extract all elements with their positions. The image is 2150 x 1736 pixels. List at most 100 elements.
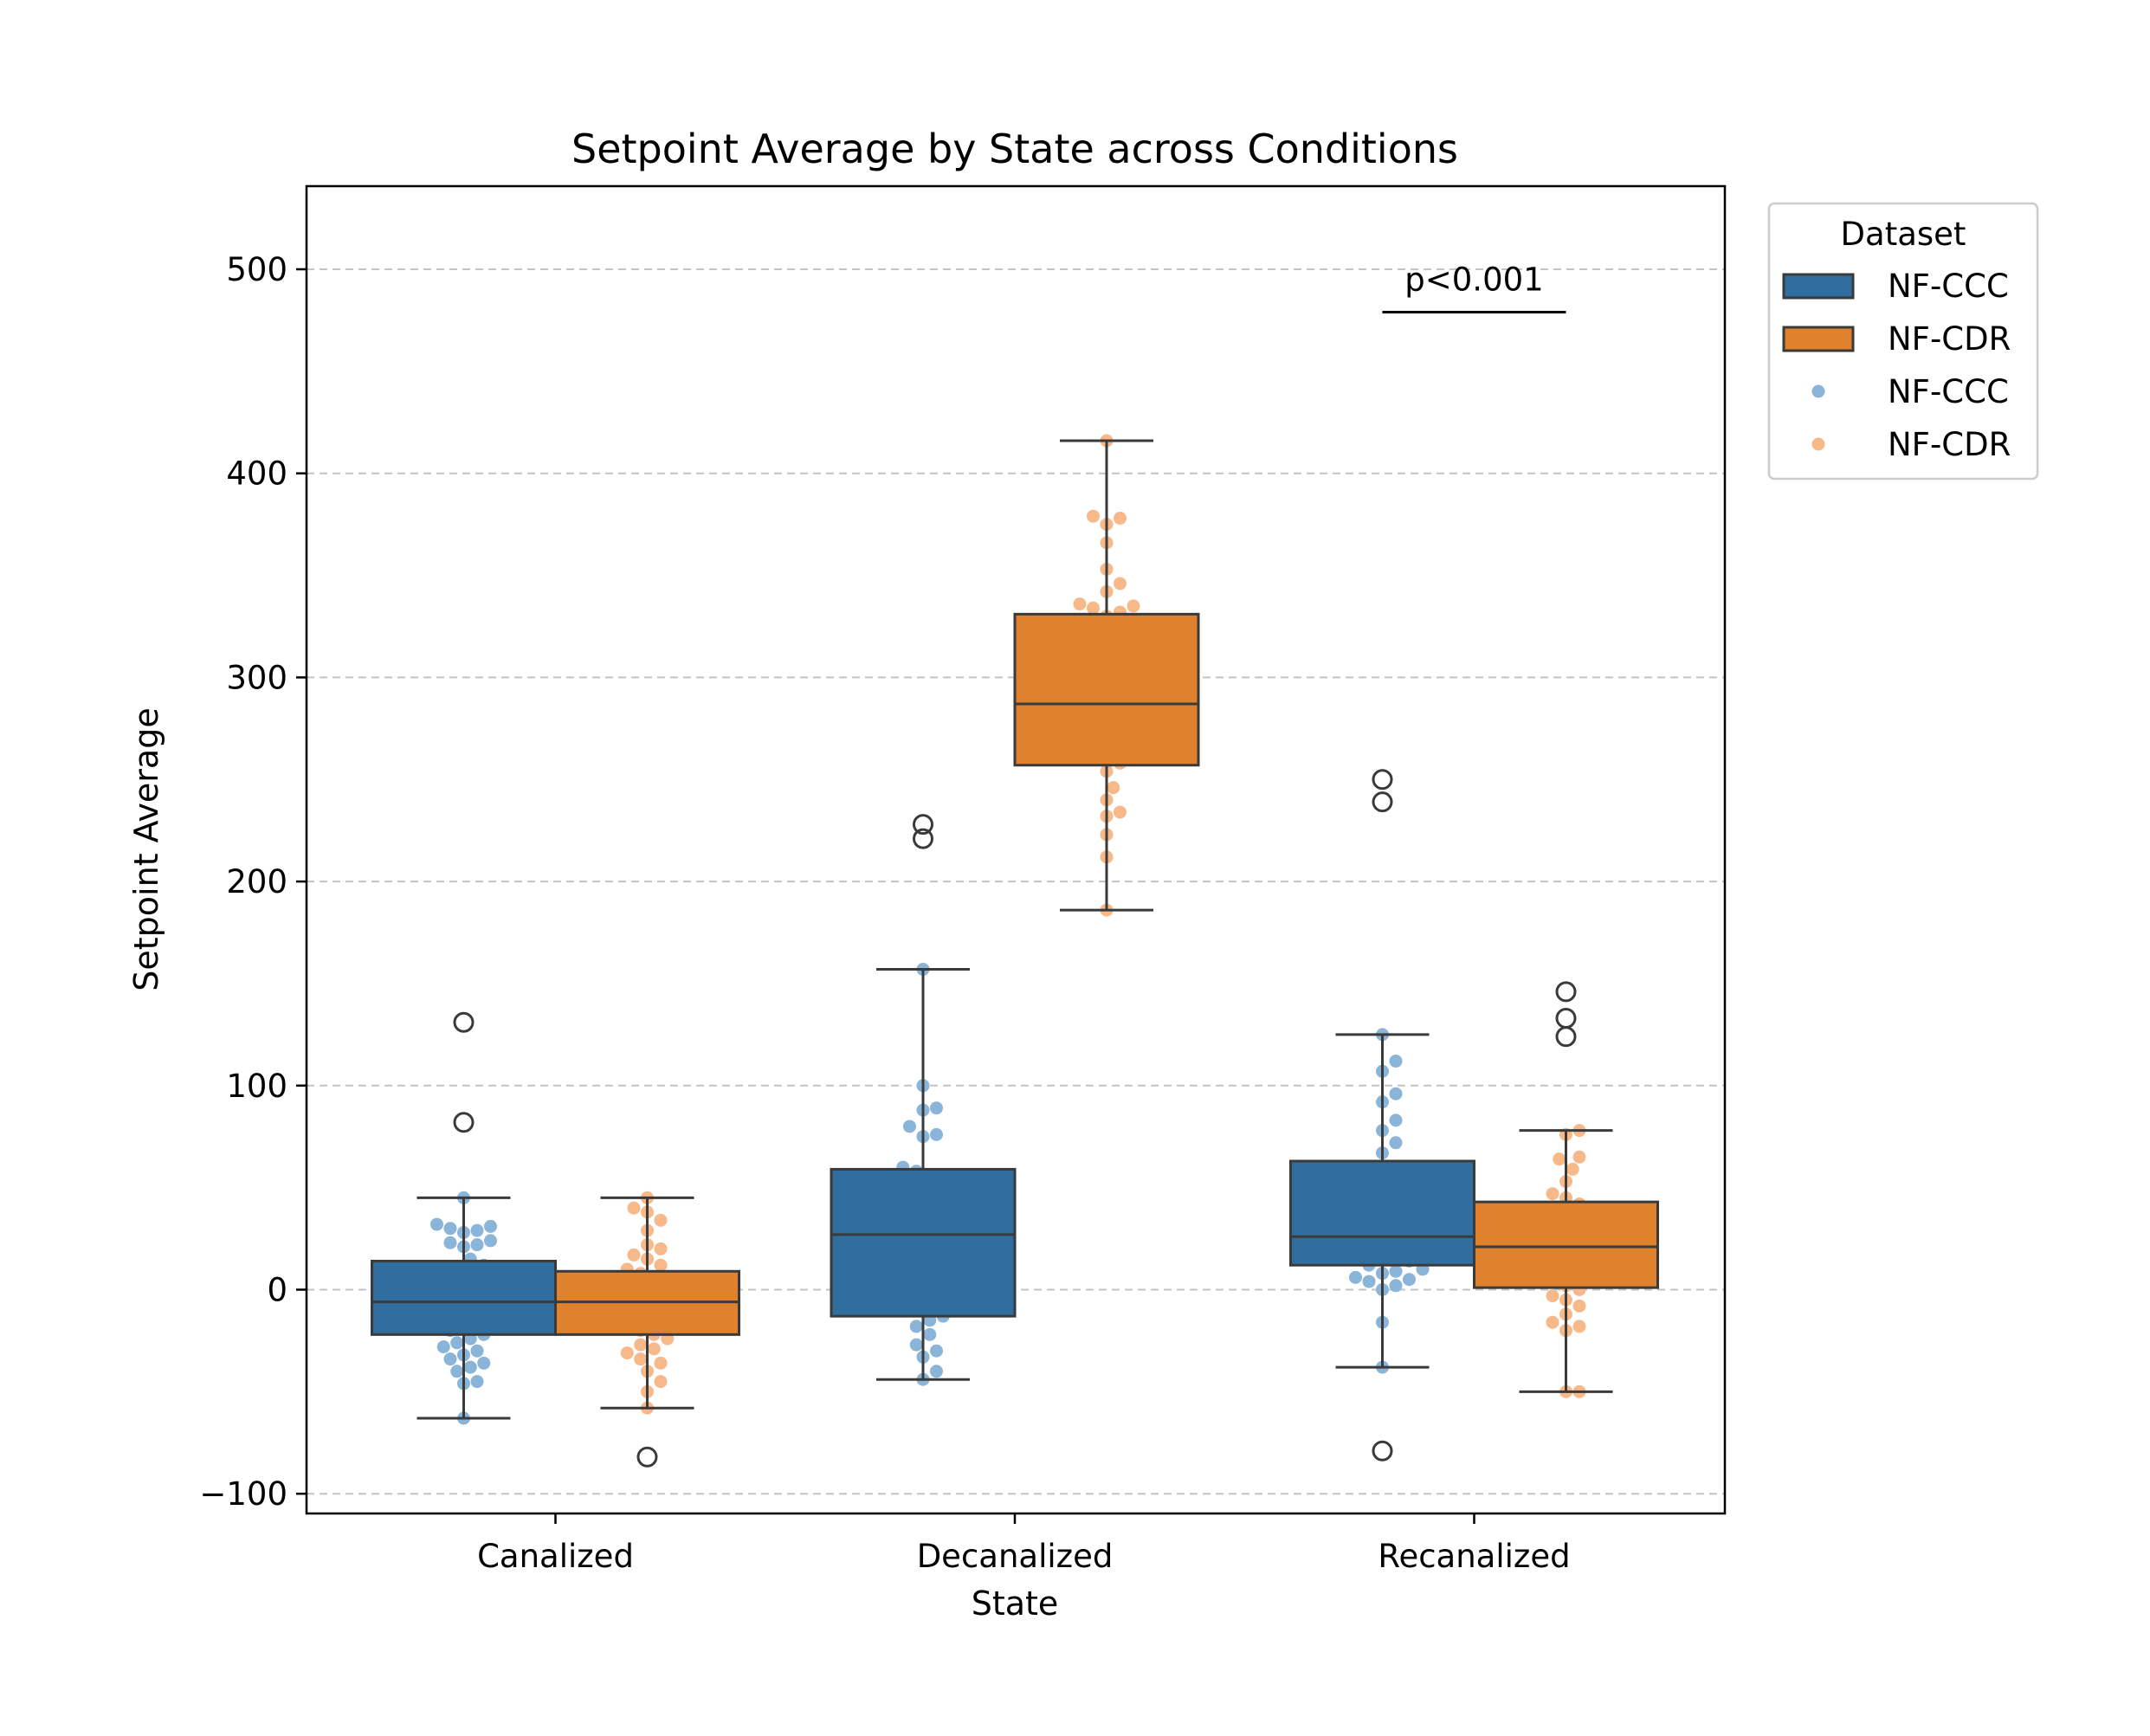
box	[1473, 1200, 1659, 1289]
x-tick-label: Decanalized	[917, 1538, 1114, 1575]
data-point	[654, 1258, 668, 1272]
data-point	[470, 1223, 484, 1237]
data-point	[654, 1375, 668, 1389]
data-point	[620, 1346, 634, 1360]
data-point	[450, 1336, 464, 1350]
data-point	[1087, 601, 1100, 615]
box	[371, 1260, 557, 1336]
data-point	[484, 1219, 497, 1233]
data-point	[1389, 1113, 1403, 1127]
x-tick-label: Canalized	[477, 1538, 634, 1575]
data-point	[1114, 577, 1127, 590]
data-point	[1114, 512, 1127, 526]
data-point	[443, 1236, 457, 1249]
legend-label: NF-CCC	[1888, 268, 2009, 305]
y-tick-label: 200	[226, 863, 287, 900]
data-point	[1389, 1136, 1403, 1150]
data-point	[1087, 509, 1100, 523]
data-point	[463, 1360, 477, 1374]
chart-title: Setpoint Average by State across Conditi…	[571, 126, 1458, 172]
outlier	[1372, 791, 1393, 813]
significance-annotation: p<0.001	[1382, 261, 1566, 313]
data-point	[1114, 805, 1127, 819]
y-tick-label: 300	[226, 659, 287, 696]
data-point	[1566, 1162, 1579, 1176]
data-point	[470, 1238, 484, 1252]
data-point	[477, 1356, 491, 1370]
data-point	[1362, 1275, 1376, 1288]
outlier	[1555, 981, 1577, 1003]
legend-label: NF-CDR	[1888, 320, 2011, 358]
outlier	[1372, 769, 1393, 791]
data-point	[647, 1342, 661, 1356]
data-point	[654, 1356, 668, 1370]
data-point	[443, 1352, 457, 1366]
legend-marker	[1811, 437, 1825, 451]
data-point	[1546, 1289, 1559, 1303]
outlier	[453, 1112, 475, 1133]
data-point	[1572, 1299, 1586, 1313]
y-tick-label: 100	[226, 1068, 287, 1105]
y-tick-label: 400	[226, 455, 287, 493]
x-axis-label: State	[972, 1584, 1059, 1623]
outlier	[1555, 1026, 1577, 1048]
data-point	[1073, 597, 1087, 611]
x-tick-label: Recanalized	[1378, 1538, 1570, 1575]
data-point	[430, 1217, 443, 1231]
data-point	[930, 1127, 943, 1141]
box	[1289, 1159, 1475, 1267]
x-axis: Canalized Decanalized Recanalized	[477, 1513, 1571, 1575]
outlier	[1555, 1008, 1577, 1029]
legend: Dataset NF-CCC NF-CDR NF-CCC NF-CDR	[1767, 202, 2039, 481]
data-point	[436, 1339, 450, 1353]
data-point	[1403, 1273, 1416, 1287]
data-point	[1546, 1315, 1559, 1329]
data-point	[634, 1338, 648, 1352]
data-point	[909, 1320, 923, 1333]
data-point	[1127, 599, 1140, 613]
data-point	[470, 1375, 484, 1389]
legend-marker	[1811, 384, 1825, 398]
y-tick-label: 0	[267, 1272, 287, 1309]
box	[830, 1167, 1017, 1318]
box	[1013, 612, 1200, 767]
data-point	[450, 1365, 464, 1378]
outlier	[453, 1011, 475, 1033]
data-point	[627, 1201, 641, 1215]
y-axis-label: Setpoint Average	[127, 707, 165, 991]
data-point	[1572, 1320, 1586, 1333]
data-point	[1389, 1055, 1403, 1068]
data-point	[1389, 1264, 1403, 1278]
data-point	[903, 1120, 916, 1133]
y-tick-label: 500	[226, 251, 287, 288]
legend-label: NF-CCC	[1888, 373, 2009, 410]
data-point	[654, 1213, 668, 1227]
y-tick-label: −100	[199, 1475, 287, 1513]
data-point	[470, 1344, 484, 1358]
data-point	[909, 1338, 923, 1352]
outlier	[636, 1446, 658, 1468]
data-point	[1389, 1279, 1403, 1293]
box-plots	[371, 439, 1659, 1468]
legend-swatch	[1782, 273, 1855, 300]
data-point	[930, 1101, 943, 1115]
data-point	[930, 1344, 943, 1358]
data-point	[1349, 1270, 1362, 1284]
data-point	[1389, 1087, 1403, 1100]
legend-title: Dataset	[1841, 216, 1966, 253]
data-point	[627, 1248, 641, 1262]
legend-label: NF-CDR	[1888, 426, 2011, 463]
data-point	[1553, 1152, 1566, 1166]
significance-label: p<0.001	[1404, 261, 1543, 298]
data-point	[930, 1365, 943, 1378]
data-point	[634, 1352, 648, 1366]
data-point	[1546, 1187, 1559, 1201]
data-point	[484, 1234, 497, 1248]
data-point	[1572, 1150, 1586, 1164]
legend-swatch	[1782, 326, 1855, 352]
outlier	[913, 814, 933, 836]
outlier	[1372, 1440, 1393, 1462]
outlier	[913, 828, 933, 849]
data-point	[1107, 781, 1120, 795]
